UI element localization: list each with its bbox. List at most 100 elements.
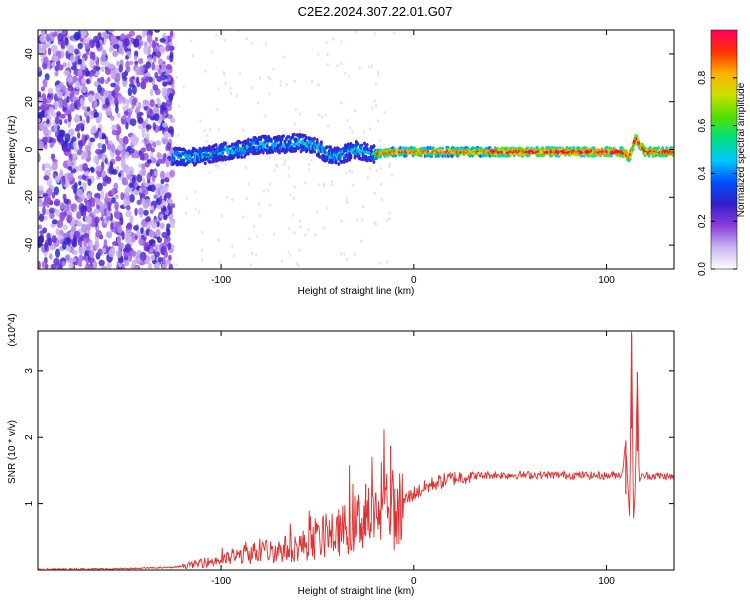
heatmap-noise-cell [152, 55, 157, 63]
heatmap-noise-cell [72, 141, 77, 149]
heatmap-faint-cell [175, 263, 178, 267]
heatmap-noise-cell [125, 169, 130, 175]
heatmap-signal-cell [636, 137, 640, 142]
colorbar-label: Normalized spectral amplitude [736, 82, 747, 217]
heatmap-noise-cell [114, 201, 119, 211]
heatmap-faint-cell [291, 213, 295, 218]
heatmap-signal-cell [224, 141, 227, 146]
heatmap-noise-cell [125, 210, 132, 218]
heatmap-noise-cell [86, 78, 90, 85]
heatmap-signal-cell [280, 137, 284, 142]
heatmap-noise-cell [53, 31, 58, 37]
heatmap-faint-cell [294, 107, 298, 111]
heatmap-noise-cell [101, 134, 107, 140]
heatmap-noise-cell [39, 230, 45, 235]
heatmap-noise-cell [53, 198, 61, 207]
heatmap-noise-cell [67, 77, 73, 83]
heatmap-y-tick-label: 20 [24, 96, 35, 108]
heatmap-signal-cell [278, 149, 281, 153]
heatmap-signal-cell [214, 143, 218, 147]
heatmap-noise-cell [67, 113, 72, 123]
heatmap-faint-cell [345, 199, 348, 203]
heatmap-faint-cell [218, 260, 221, 264]
heatmap-signal-cell [318, 155, 322, 159]
heatmap-faint-cell [285, 131, 288, 135]
heatmap-signal-cell [592, 146, 596, 150]
heatmap-noise-cell [128, 147, 135, 154]
heatmap-faint-cell [379, 182, 383, 186]
heatmap-faint-cell [383, 110, 387, 115]
heatmap-noise-cell [163, 177, 170, 183]
heatmap-noise-cell [84, 43, 90, 50]
heatmap-signal-cell [361, 153, 365, 158]
heatmap-noise-cell [116, 235, 122, 245]
heatmap-noise-cell [83, 238, 88, 247]
heatmap-noise-cell [165, 63, 172, 70]
heatmap-noise-cell [38, 260, 41, 269]
heatmap-noise-cell [115, 212, 121, 220]
heatmap-noise-cell [38, 185, 44, 191]
heatmap-faint-cell [200, 248, 204, 253]
heatmap-signal-cell [654, 153, 658, 158]
heatmap-signal-cell [414, 147, 418, 152]
heatmap-signal-cell [657, 146, 660, 150]
heatmap-noise-cell [154, 244, 158, 253]
heatmap-x-axis-label: Height of straight line (km) [298, 286, 415, 297]
heatmap-noise-cell [91, 197, 96, 203]
heatmap-signal-cell [349, 153, 353, 158]
heatmap-faint-cell [367, 65, 371, 69]
heatmap-noise-cell [87, 215, 93, 225]
heatmap-faint-cell [388, 217, 391, 221]
heatmap-noise-cell [102, 247, 107, 254]
heatmap-noise-cell [144, 217, 151, 222]
heatmap-signal-cell [388, 152, 392, 157]
heatmap-noise-cell [127, 166, 135, 176]
heatmap-signal-cell [348, 145, 352, 149]
heatmap-faint-cell [351, 130, 354, 134]
heatmap-faint-cell [284, 158, 287, 163]
heatmap-faint-cell [200, 258, 204, 262]
heatmap-noise-cell [48, 207, 55, 214]
heatmap-noise-cell [51, 44, 58, 53]
heatmap-faint-cell [226, 140, 230, 144]
heatmap-noise-cell [75, 80, 80, 90]
heatmap-noise-cell [110, 82, 117, 88]
heatmap-faint-cell [371, 106, 374, 110]
colorbar [710, 29, 738, 270]
heatmap-noise-cell [38, 66, 42, 73]
heatmap-noise-cell [71, 96, 78, 102]
heatmap-noise-cell [155, 140, 162, 146]
heatmap-faint-cell [326, 52, 329, 57]
heatmap-noise-cell [66, 214, 72, 224]
heatmap-faint-cell [176, 133, 180, 138]
heatmap-noise-cell [129, 193, 135, 203]
heatmap-faint-cell [174, 44, 177, 48]
heatmap-faint-cell [247, 182, 251, 186]
heatmap-noise-cell [86, 205, 92, 213]
heatmap-faint-cell [287, 250, 290, 254]
heatmap-noise-cell [101, 143, 107, 154]
heatmap-noise-cell [77, 122, 83, 129]
heatmap-noise-cell [84, 144, 92, 152]
heatmap-signal-cell [211, 159, 215, 164]
heatmap-noise-cell [95, 40, 101, 49]
heatmap-noise-cell [135, 103, 142, 109]
heatmap-noise-cell [77, 68, 83, 77]
heatmap-faint-cell [315, 210, 319, 214]
heatmap-noise-cell [51, 61, 55, 69]
heatmap-noise-cell [53, 186, 60, 196]
heatmap-noise-cell [145, 124, 152, 130]
heatmap-noise-cell [54, 71, 59, 77]
heatmap-noise-cell [133, 55, 138, 61]
heatmap-faint-cell [385, 218, 389, 222]
heatmap-noise-cell [138, 57, 144, 65]
heatmap-faint-cell [279, 83, 283, 87]
heatmap-noise-cell [76, 197, 83, 204]
heatmap-noise-cell [78, 140, 83, 150]
heatmap-signal-cell [238, 140, 242, 145]
heatmap-noise-cell [69, 54, 75, 64]
heatmap-noise-cell [125, 98, 130, 108]
heatmap-faint-cell [387, 165, 391, 169]
heatmap-noise-cell [101, 152, 106, 162]
heatmap-noise-cell [93, 260, 98, 269]
